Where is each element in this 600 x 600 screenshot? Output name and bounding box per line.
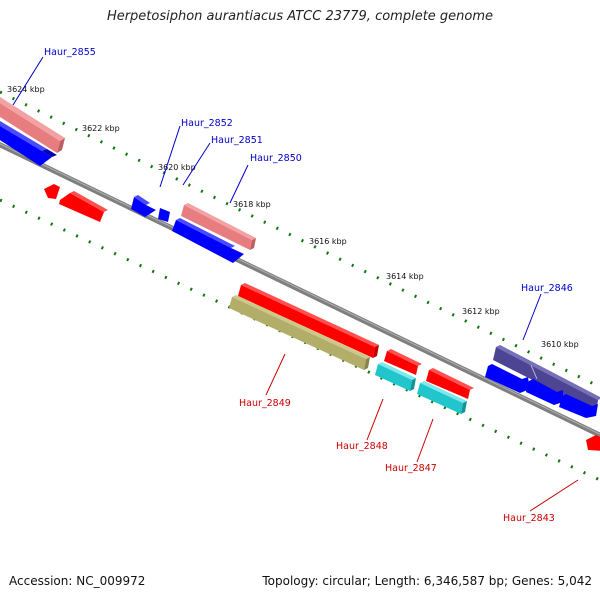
gene-feature-haur-2855[interactable] (0, 121, 57, 166)
genome-backbone (0, 142, 600, 438)
gene-label-haur-2850[interactable]: Haur_2850 (250, 153, 302, 164)
gene-label-haur-2848[interactable]: Haur_2848 (336, 441, 388, 452)
gene-label-haur-2843[interactable]: Haur_2843 (503, 513, 555, 524)
kbp-label-3622: 3622 kbp (82, 124, 120, 133)
gene-feature-haur-2848[interactable] (375, 362, 416, 391)
accession-label: Accession: NC_009972 (9, 574, 146, 588)
gene-feature-red-left-1[interactable] (44, 184, 60, 199)
gene-feature-haur-2850-pink[interactable] (181, 203, 256, 250)
genome-summary: Topology: circular; Length: 6,346,587 bp… (262, 574, 592, 588)
gene-feature-haur-2846[interactable] (485, 364, 598, 418)
kbp-label-3620: 3620 kbp (158, 163, 196, 172)
gene-feature-haur-2852[interactable] (131, 195, 156, 217)
gene-feature-haur-2850[interactable] (172, 218, 244, 263)
gene-feature-haur-2849-red[interactable] (238, 283, 379, 358)
outer-ruler-ticks (0, 90, 600, 389)
kbp-label-3624: 3624 kbp (7, 85, 45, 94)
kbp-label-3618: 3618 kbp (233, 200, 271, 209)
kbp-label-3610: 3610 kbp (541, 340, 579, 349)
gene-label-haur-2846[interactable]: Haur_2846 (521, 283, 573, 294)
gene-feature-haur-2849[interactable] (229, 295, 370, 370)
map-title: Herpetosiphon aurantiacus ATCC 23779, co… (106, 9, 494, 24)
gene-feature-haur-2846-purple[interactable] (493, 345, 600, 412)
gene-label-haur-2855[interactable]: Haur_2855 (44, 47, 96, 58)
gene-feature-haur-2843[interactable] (586, 435, 600, 451)
genome-backbone-highlight (0, 143, 600, 435)
gene-label-haur-2849[interactable]: Haur_2849 (239, 398, 291, 409)
gene-feature-red-left-2[interactable] (59, 191, 108, 222)
kbp-label-3616: 3616 kbp (309, 237, 347, 246)
gene-feature-haur-2855-pink[interactable] (0, 97, 65, 153)
gene-feature-haur-2848-red[interactable] (384, 349, 422, 375)
gene-feature-haur-2847-red[interactable] (426, 368, 474, 399)
kbp-label-3612: 3612 kbp (462, 307, 500, 316)
gene-label-haur-2852[interactable]: Haur_2852 (181, 118, 233, 129)
gene-feature-haur-2851[interactable] (158, 208, 170, 222)
kbp-label-3614: 3614 kbp (386, 272, 424, 281)
gene-label-haur-2851[interactable]: Haur_2851 (211, 135, 263, 146)
gene-feature-haur-2847[interactable] (417, 381, 467, 414)
gene-label-haur-2847[interactable]: Haur_2847 (385, 463, 437, 474)
gene-leader-lines (12, 56, 579, 512)
